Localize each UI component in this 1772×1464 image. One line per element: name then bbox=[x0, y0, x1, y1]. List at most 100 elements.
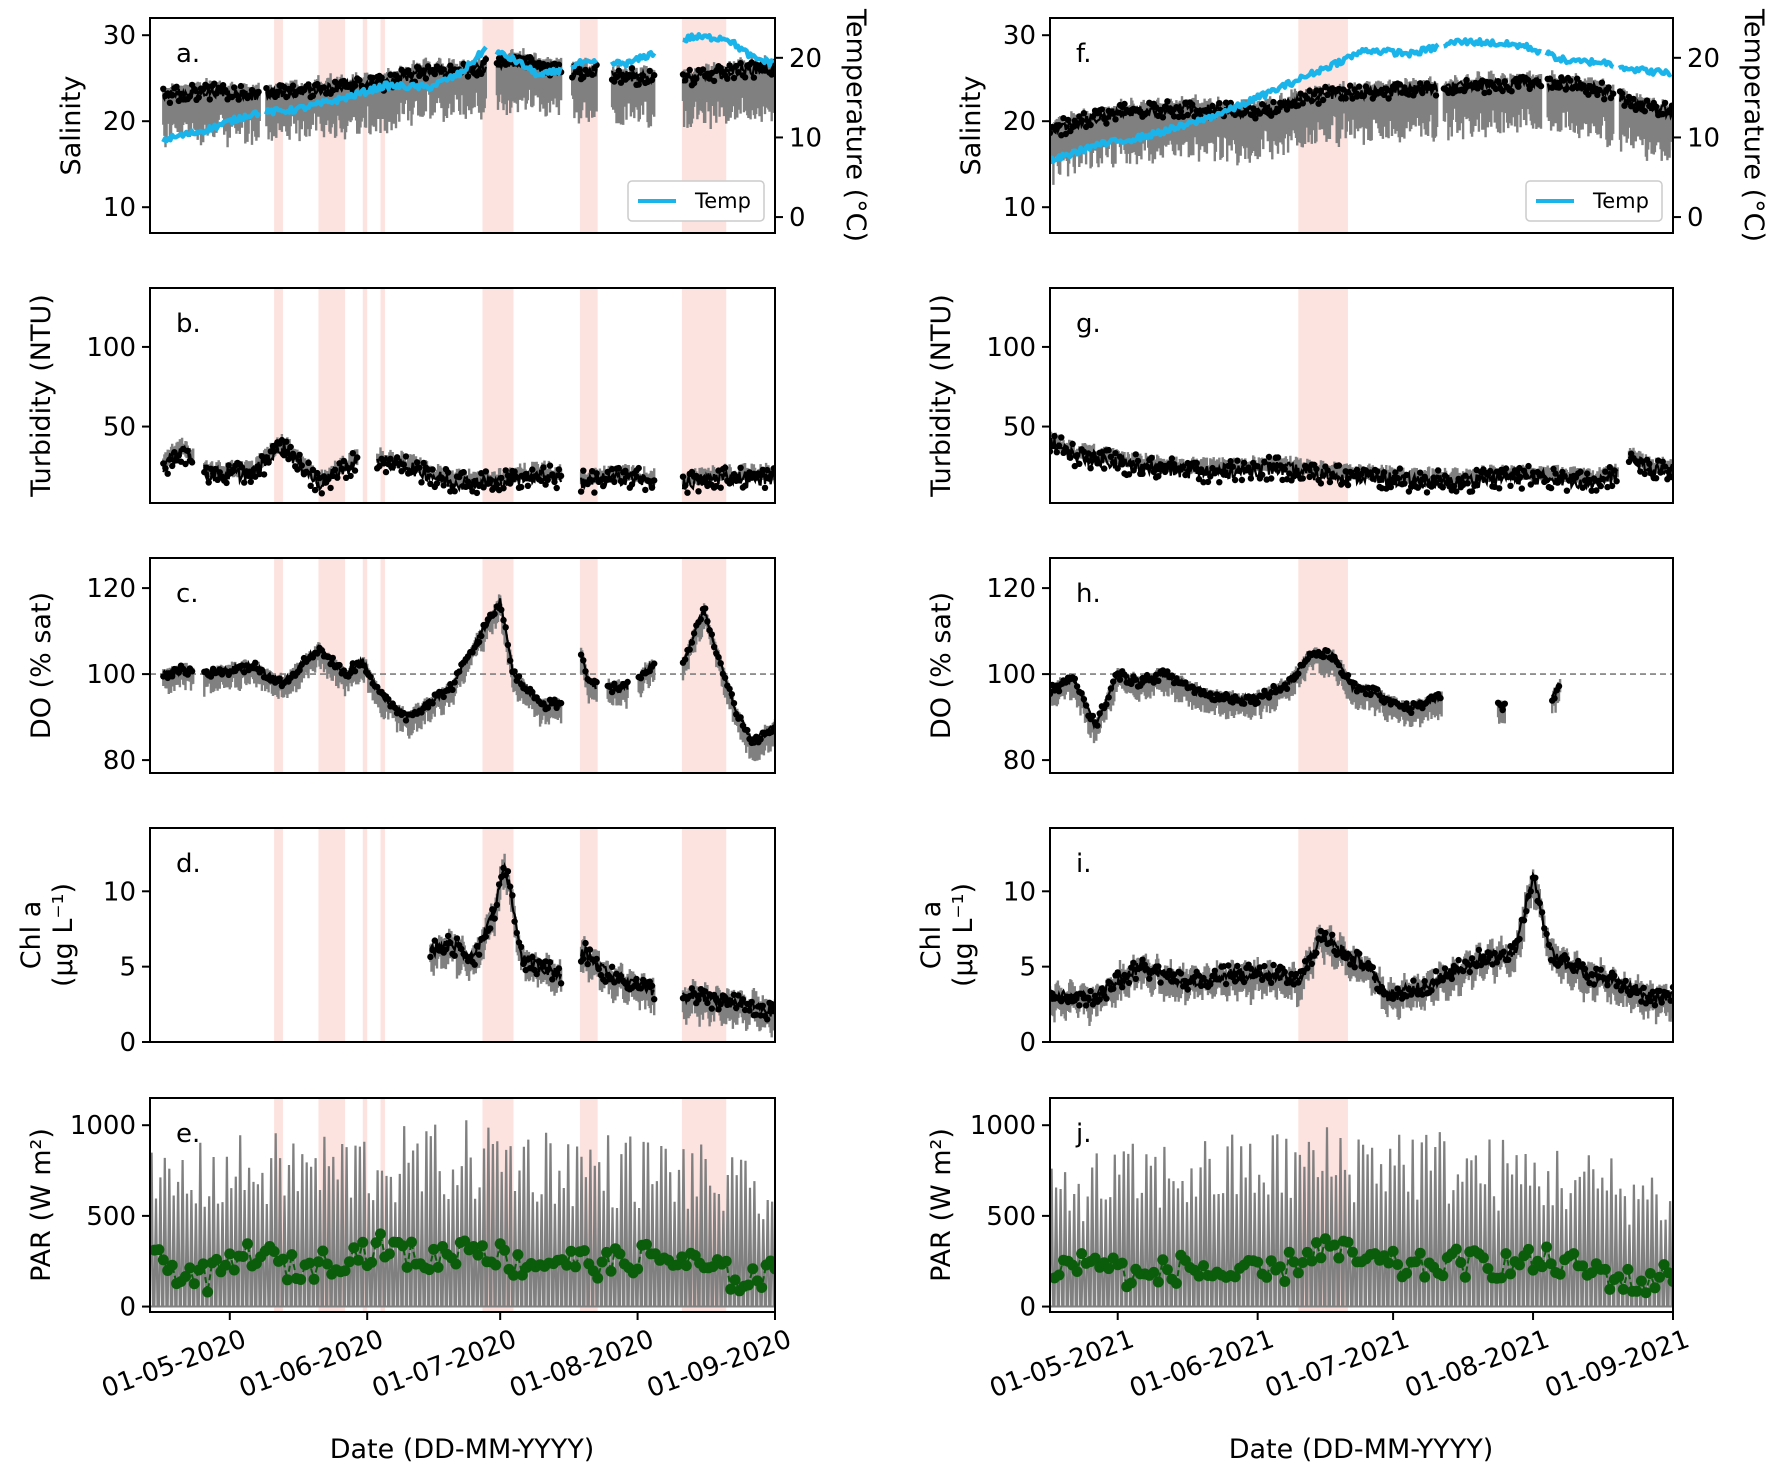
mean-point-f-0-114 bbox=[1175, 113, 1182, 121]
x-tick-label-left-4: 01-09-2020 bbox=[643, 1324, 795, 1404]
mean-point-e-95 bbox=[570, 1261, 581, 1273]
mean-point-j-103 bbox=[1514, 1259, 1525, 1271]
mean-point-g-0-188 bbox=[1259, 471, 1266, 478]
mean-point-j-82 bbox=[1419, 1271, 1431, 1283]
mean-point-i-0-494 bbox=[1604, 982, 1611, 989]
mean-point-b-4-80 bbox=[768, 470, 775, 477]
mean-point-a-4-20 bbox=[631, 72, 638, 80]
mean-point-g-0-26 bbox=[1076, 460, 1083, 467]
mean-point-b-1-120 bbox=[334, 474, 341, 481]
mean-point-j-112 bbox=[1554, 1268, 1566, 1280]
mean-point-g-0-490 bbox=[1599, 475, 1607, 483]
mean-point-g-0-90 bbox=[1148, 454, 1155, 461]
y-tick-label-h-2: 120 bbox=[986, 574, 1036, 604]
mean-point-j-130 bbox=[1635, 1275, 1647, 1287]
mean-point-j-119 bbox=[1586, 1267, 1598, 1279]
mean-point-d-0-74 bbox=[509, 892, 516, 899]
mean-point-f-0-328 bbox=[1417, 80, 1424, 87]
mean-point-d-2-72 bbox=[759, 1002, 766, 1009]
mean-point-d-0-16 bbox=[444, 932, 452, 940]
mean-point-g-0-18 bbox=[1067, 454, 1074, 461]
mean-point-a-1-60 bbox=[329, 87, 336, 94]
mean-point-d-0-44 bbox=[475, 951, 483, 958]
mean-point-b-0-20 bbox=[182, 460, 189, 468]
panel-label-i: i. bbox=[1076, 849, 1092, 879]
mean-point-e-70 bbox=[459, 1235, 471, 1247]
mean-point-i-0-438 bbox=[1541, 925, 1548, 932]
mean-point-d-0-50 bbox=[482, 933, 489, 940]
mean-point-g-0-332 bbox=[1421, 473, 1428, 480]
mean-point-c-4-14 bbox=[651, 660, 658, 667]
mean-point-j-74 bbox=[1383, 1257, 1395, 1269]
mean-point-e-50 bbox=[370, 1237, 382, 1249]
mean-point-j-12 bbox=[1103, 1263, 1115, 1275]
mean-point-i-0-422 bbox=[1523, 908, 1530, 915]
mean-point-f-0-24 bbox=[1073, 120, 1081, 127]
mean-point-h-0-30 bbox=[1080, 696, 1088, 703]
mean-point-c-1-226 bbox=[451, 679, 458, 686]
mean-point-a-1-136 bbox=[413, 63, 421, 71]
mean-point-g-1-32 bbox=[1661, 463, 1669, 470]
y-tick-label-f-1: 20 bbox=[1003, 107, 1036, 137]
mean-point-g-0-108 bbox=[1168, 455, 1176, 462]
mean-point-j-81 bbox=[1414, 1247, 1426, 1259]
mean-point-b-2-78 bbox=[460, 469, 467, 476]
mean-point-f-2-32 bbox=[1580, 82, 1588, 89]
mean-point-b-3-8 bbox=[586, 476, 594, 483]
mean-point-i-0-34 bbox=[1085, 994, 1092, 1001]
mean-point-i-0-208 bbox=[1281, 968, 1289, 976]
mean-point-c-1-224 bbox=[449, 686, 456, 693]
mean-point-b-1-96 bbox=[307, 482, 314, 489]
mean-point-a-1-38 bbox=[305, 81, 312, 88]
mean-point-a-1-24 bbox=[289, 82, 297, 89]
mean-point-i-0-244 bbox=[1322, 929, 1329, 937]
mean-point-c-5-20 bbox=[702, 605, 709, 612]
mean-point-h-2-2 bbox=[1551, 695, 1558, 702]
y-tick-label-f-2: 30 bbox=[1003, 21, 1036, 51]
mean-point-i-0-74 bbox=[1130, 959, 1137, 966]
mean-point-d-2-36 bbox=[719, 992, 727, 999]
event-shade-c-4 bbox=[482, 558, 514, 773]
event-shade-d-2 bbox=[362, 828, 368, 1042]
mean-point-c-5-70 bbox=[757, 736, 764, 743]
legend-label-f: Temp bbox=[1592, 189, 1649, 213]
mean-point-d-0-0 bbox=[427, 953, 434, 961]
mean-point-b-3-20 bbox=[600, 482, 607, 490]
mean-point-b-2-88 bbox=[471, 477, 478, 485]
mean-point-a-0-12 bbox=[173, 83, 180, 91]
event-shade-b-3 bbox=[380, 288, 385, 503]
event-shade-c-3 bbox=[380, 558, 385, 773]
y-axis-label-f: Salinity bbox=[956, 76, 987, 176]
mean-point-c-5-26 bbox=[708, 631, 715, 638]
series-temperature-f-3 bbox=[1617, 64, 1673, 78]
mean-point-i-0-322 bbox=[1410, 977, 1417, 984]
mean-point-c-3-18 bbox=[624, 678, 631, 686]
mean-point-j-47 bbox=[1261, 1271, 1273, 1283]
mean-point-g-0-184 bbox=[1254, 463, 1261, 470]
mean-point-b-3-58 bbox=[642, 486, 649, 494]
y-axis-label-d-line1: Chl a bbox=[16, 901, 47, 970]
mean-point-i-0-268 bbox=[1349, 955, 1356, 963]
mean-point-c-1-116 bbox=[329, 654, 336, 662]
mean-point-e-129 bbox=[720, 1255, 732, 1267]
y-axis-label-d-line2: (µg L⁻¹) bbox=[48, 883, 79, 987]
mean-point-e-45 bbox=[348, 1242, 360, 1254]
mean-point-g-0-318 bbox=[1405, 488, 1413, 495]
mean-point-b-1-86 bbox=[296, 451, 303, 458]
mean-point-g-0-328 bbox=[1417, 469, 1424, 476]
series-raw-f-2 bbox=[1546, 70, 1615, 148]
plot-area-b bbox=[160, 288, 775, 503]
mean-point-b-2-114 bbox=[500, 485, 507, 492]
mean-point-i-0-56 bbox=[1110, 985, 1117, 992]
mean-point-b-4-76 bbox=[764, 466, 771, 474]
mean-point-g-0-76 bbox=[1132, 451, 1140, 458]
mean-point-f-0-30 bbox=[1080, 110, 1088, 117]
mean-point-g-0-62 bbox=[1116, 453, 1124, 460]
mean-point-j-50 bbox=[1274, 1261, 1286, 1273]
mean-point-b-4-12 bbox=[693, 472, 700, 480]
mean-point-d-1-50 bbox=[633, 975, 640, 983]
temp-tick-label-f-0: 0 bbox=[1687, 203, 1704, 233]
mean-point-b-3-0 bbox=[577, 488, 585, 495]
mean-point-b-4-70 bbox=[757, 472, 764, 479]
mean-point-d-1-66 bbox=[651, 996, 658, 1003]
